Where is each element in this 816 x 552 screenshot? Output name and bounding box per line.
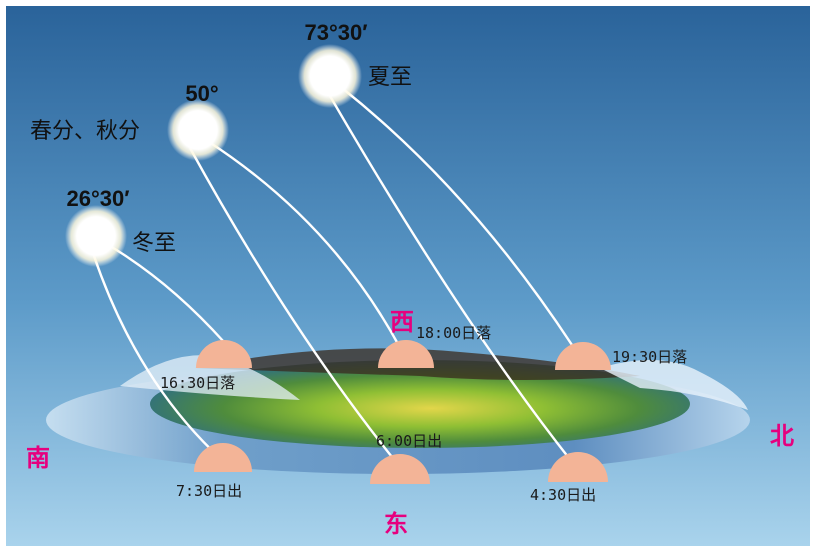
summer-sunset-marker [555, 342, 611, 370]
equinox-angle-label: 50° [185, 81, 218, 106]
winter-angle-label: 26°30′ [66, 186, 129, 211]
sun-icon [298, 44, 362, 108]
east-label: 东 [384, 510, 408, 538]
sun-icon [65, 205, 127, 267]
sun-icon [167, 99, 229, 161]
sun-summer-solstice: 73°30′ 夏至 [298, 20, 412, 108]
time-labels: 16:30日落 18:00日落 19:30日落 7:30日出 6:00日出 4:… [160, 324, 687, 504]
winter-sunrise-path [90, 249, 223, 461]
summer-angle-label: 73°30′ [304, 20, 367, 45]
summer-sunrise-time: 4:30日出 [530, 486, 596, 504]
summer-sunset-time: 19:30日落 [612, 348, 687, 366]
winter-sunset-time: 16:30日落 [160, 374, 235, 392]
winter-season-label: 冬至 [132, 231, 176, 256]
direction-labels: 西 东 南 北 [26, 308, 794, 538]
mountain-left [120, 355, 300, 400]
equinox-sunset-marker [378, 340, 434, 368]
equinox-sunrise-time: 6:00日出 [376, 432, 442, 450]
south-label: 南 [26, 444, 50, 472]
equinox-season-label: 春分、秋分 [30, 119, 140, 144]
west-label: 西 [390, 308, 414, 336]
winter-sunrise-time: 7:30日出 [176, 482, 242, 500]
equinox-sunset-path [205, 138, 400, 345]
summer-sunset-path [341, 87, 574, 346]
ground-field [150, 360, 690, 448]
equinox-sunset-time: 18:00日落 [416, 324, 491, 342]
summer-sunrise-path [328, 95, 573, 463]
sun-winter-solstice: 26°30′ 冬至 [65, 186, 176, 267]
winter-sunset-marker [196, 340, 252, 368]
equinox-sunrise-path [188, 147, 397, 463]
north-label: 北 [770, 422, 794, 450]
winter-sunrise-marker [194, 443, 252, 472]
winter-sunset-path [109, 244, 225, 343]
summer-sunrise-marker [548, 452, 608, 482]
equinox-sunrise-marker [370, 454, 430, 484]
horizon-sun-markers [194, 340, 611, 484]
ground-disk [46, 348, 750, 474]
summer-season-label: 夏至 [368, 65, 412, 90]
sun-equinox: 50° 春分、秋分 [30, 81, 229, 161]
mountain-right [600, 359, 748, 410]
sun-paths [90, 87, 574, 463]
